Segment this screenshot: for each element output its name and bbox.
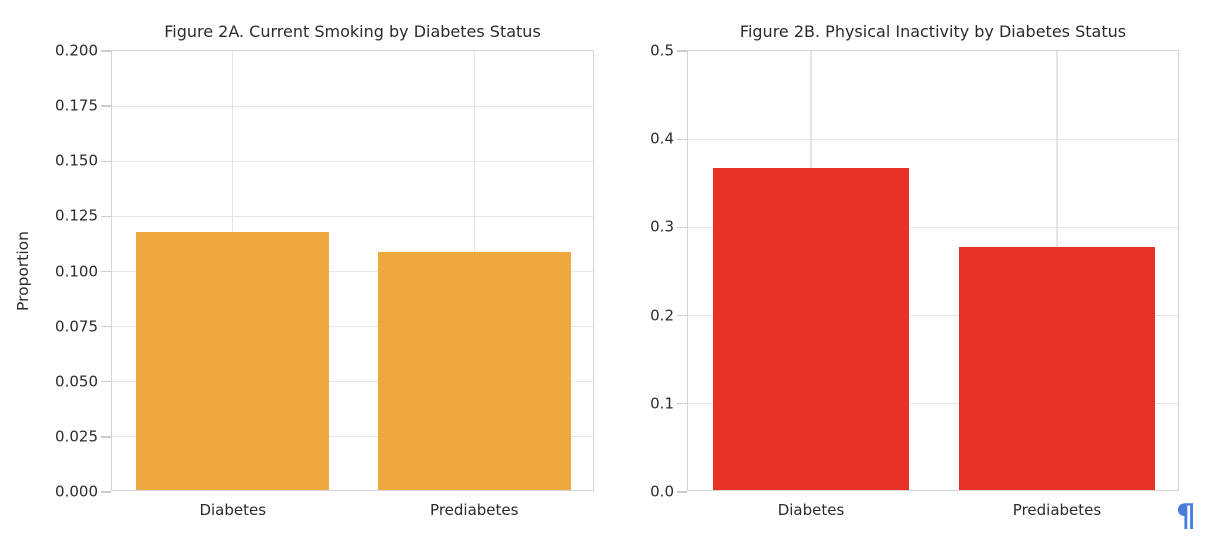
bar-diabetes [712,168,910,490]
y-tick-mark [677,50,687,52]
y-tick-label: 0.2 [650,306,674,325]
y-tick-mark [101,491,111,493]
y-tick-label: 0.5 [650,41,674,60]
y-tick-label: 0.4 [650,129,674,148]
y-tick-mark [101,105,111,107]
y-tick-mark [101,270,111,273]
y-gridline [688,315,1178,317]
y-tick-label: 0.1 [650,394,674,413]
y-gridline [112,105,593,107]
y-gridline [112,436,593,438]
bar-prediabetes [958,246,1156,490]
y-tick-label: 0.150 [55,151,98,170]
y-tick-mark [677,226,687,229]
chart-figure-2b: Figure 2B. Physical Inactivity by Diabet… [650,22,1179,518]
plot-area: 0.0 0.1 0.2 0.3 0.4 0.5 Diabetes Prediabetes [650,43,1179,518]
y-tick-mark [677,403,687,405]
y-tick-mark [101,381,111,383]
y-tick-label: 0.125 [55,206,98,225]
chart-figure-2a: Figure 2A. Current Smoking by Diabetes S… [14,22,594,518]
y-gridline [688,138,1178,140]
y-gridline [688,403,1178,405]
bar-diabetes [136,232,330,490]
y-tick-mark [677,314,687,317]
y-tick-mark [677,138,687,140]
y-tick-label: 0.000 [55,482,98,501]
plot-area: 0.000 0.025 0.050 0.075 0.100 0.125 0.150 0.175… [55,43,594,518]
y-gridline [112,326,593,328]
y-tick-label: 0.3 [650,217,674,236]
y-gridline [688,226,1178,228]
bar-prediabetes [377,251,571,490]
y-tick-label: 0.025 [55,427,98,446]
pilcrow-formatting-mark: ¶ [1176,498,1196,534]
y-tick-mark [101,215,111,218]
y-gridline [112,381,593,383]
y-axis-label: Proportion [14,230,32,311]
y-tick-label: 0.050 [55,372,98,391]
y-tick-label: 0.0 [650,482,674,501]
y-tick-mark [101,50,111,52]
y-tick-mark [101,160,111,162]
y-gridline [112,270,593,273]
x-tick-label: Prediabetes [1012,501,1102,519]
y-tick-mark [101,436,111,438]
chart-title: Figure 2A. Current Smoking by Diabetes S… [164,22,541,41]
y-gridline [112,215,593,217]
y-tick-label: 0.075 [55,317,98,336]
x-tick-label: Prediabetes [430,501,519,519]
y-tick-mark [677,491,687,493]
y-tick-mark [101,325,111,328]
y-tick-label: 0.175 [55,96,98,115]
y-tick-label: 0.200 [55,41,98,60]
x-tick-label: Diabetes [777,501,845,519]
chart-title: Figure 2B. Physical Inactivity by Diabet… [739,22,1127,41]
y-gridline [112,160,593,162]
x-tick-label: Diabetes [199,501,267,519]
y-tick-label: 0.100 [55,262,98,280]
